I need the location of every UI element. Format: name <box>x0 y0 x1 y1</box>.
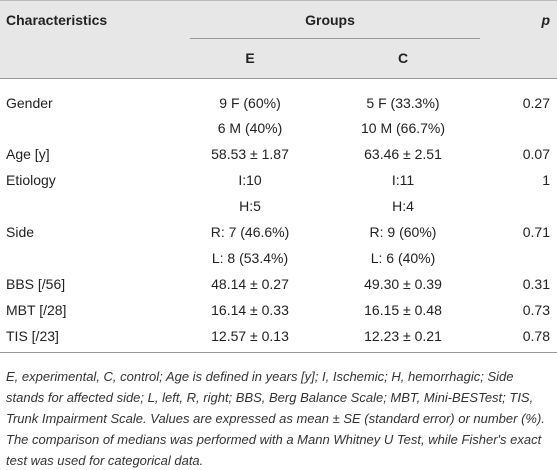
table-cell: 1 <box>542 172 550 188</box>
group-rule <box>190 38 480 39</box>
header-cell: Characteristics <box>6 12 108 28</box>
row-label: Age [y] <box>6 146 50 162</box>
table-cell: 48.14 ± 0.27 <box>211 276 289 292</box>
table-cell: 12.23 ± 0.21 <box>364 328 442 344</box>
table-cell: 16.15 ± 0.48 <box>364 302 442 318</box>
header-cell: Groups <box>305 12 355 28</box>
table-cell: 0.78 <box>522 328 550 344</box>
table-cell: 63.46 ± 2.51 <box>364 146 442 162</box>
header-cell: E <box>245 50 255 66</box>
table-cell: H:5 <box>239 198 261 214</box>
table-cell: L: 8 (53.4%) <box>211 250 289 266</box>
row-label: Gender <box>6 95 53 111</box>
table-cell: 0.27 <box>522 95 550 111</box>
table-cell: 10 M (66.7%) <box>360 120 446 136</box>
row-label: BBS [/56] <box>6 276 66 292</box>
table-cell: 9 F (60%) <box>219 95 281 111</box>
table-cell: 16.14 ± 0.33 <box>211 302 289 318</box>
table-cell: I:11 <box>391 172 415 188</box>
table-cell: 0.73 <box>522 302 550 318</box>
table-cell: 6 M (40%) <box>217 120 283 136</box>
table-cell: 0.71 <box>522 224 550 240</box>
header-cell: p <box>541 12 550 28</box>
footnote: E, experimental, C, control; Age is defi… <box>6 369 545 468</box>
table-cell: 12.57 ± 0.13 <box>211 328 289 344</box>
table-rule <box>0 352 557 353</box>
row-label: Etiology <box>6 172 56 188</box>
table-cell: 0.07 <box>522 146 550 162</box>
table-cell: 0.31 <box>522 276 550 292</box>
table-cell: 5 F (33.3%) <box>366 95 440 111</box>
table-cell: 58.53 ± 1.87 <box>211 146 289 162</box>
table-header <box>0 0 557 79</box>
table-cell: R: 9 (60%) <box>369 224 437 240</box>
row-label: TIS [/23] <box>6 328 59 344</box>
row-label: MBT [/28] <box>6 302 67 318</box>
table-cell: L: 6 (40%) <box>370 250 436 266</box>
table-cell: I:10 <box>238 172 262 188</box>
table-cell: R: 7 (46.6%) <box>210 224 290 240</box>
row-label: Side <box>6 224 35 240</box>
table-cell: H:4 <box>392 198 414 214</box>
table-cell: 49.30 ± 0.39 <box>364 276 442 292</box>
header-cell: C <box>397 50 409 66</box>
